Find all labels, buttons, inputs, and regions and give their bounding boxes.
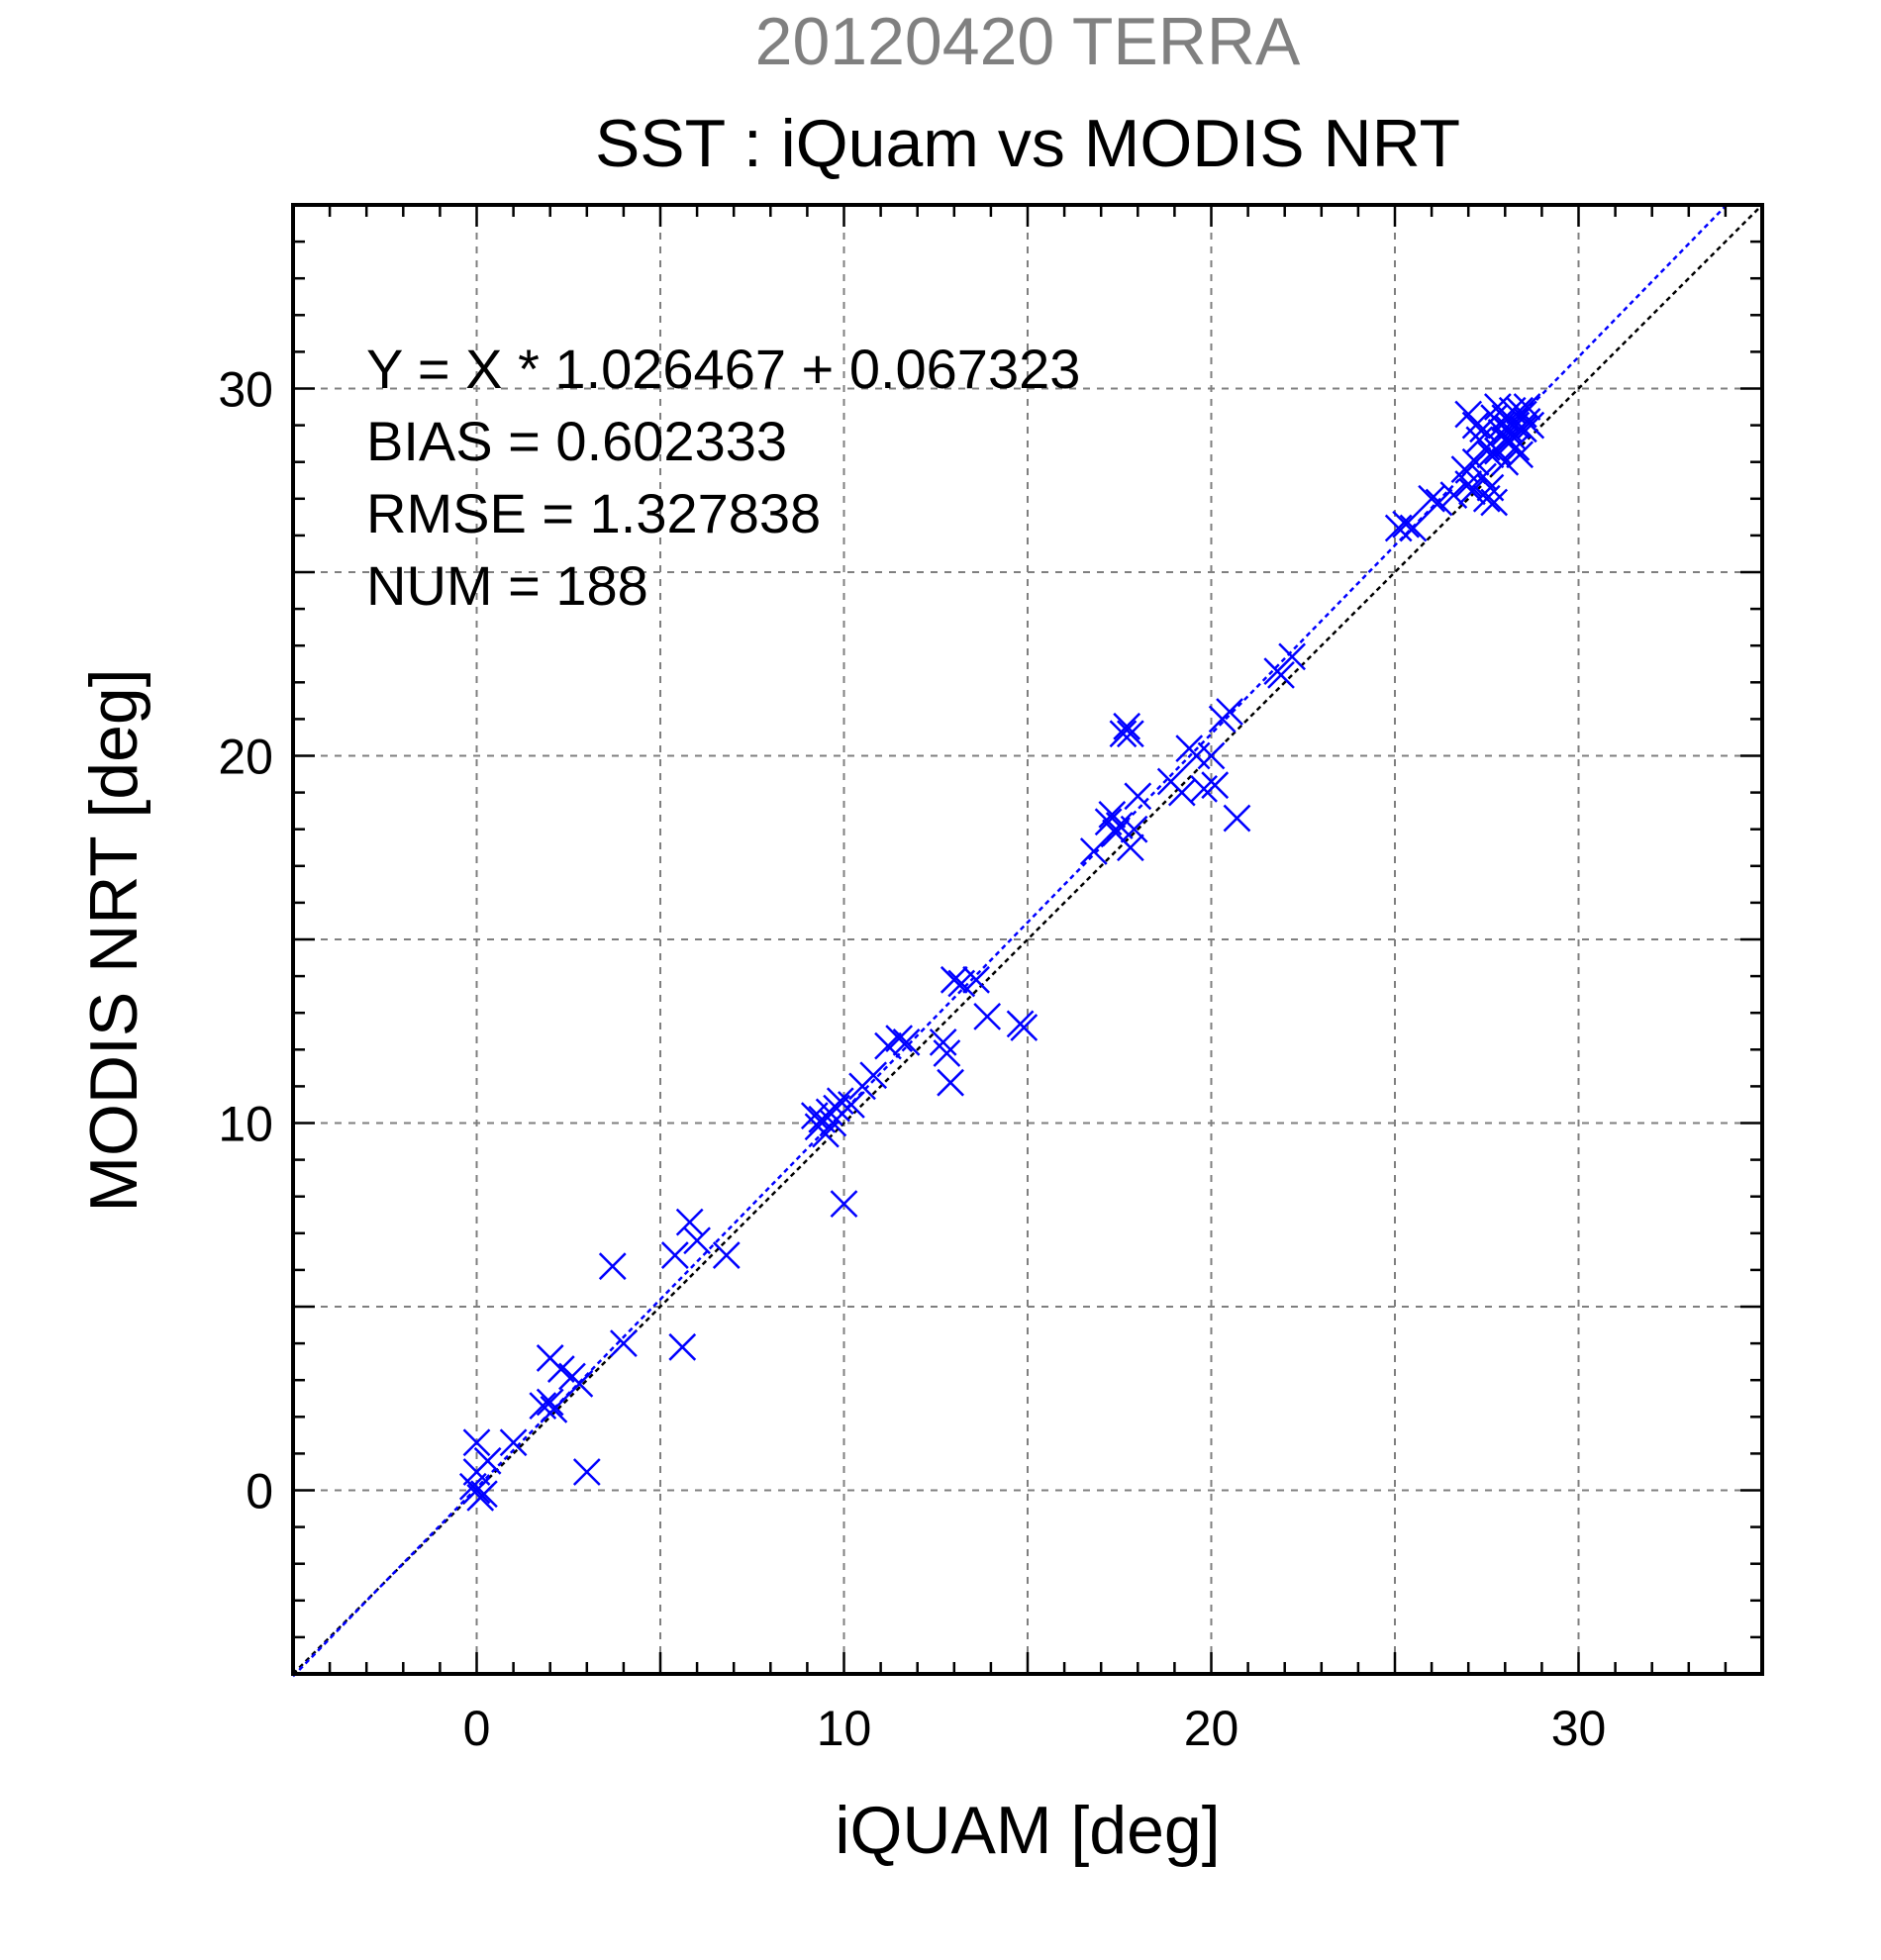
data-point <box>929 1028 957 1056</box>
data-point <box>675 1208 704 1236</box>
data-point <box>1392 510 1421 539</box>
y-tick-label: 10 <box>218 1097 273 1152</box>
data-point <box>1513 393 1541 421</box>
x-tick-label: 30 <box>1551 1701 1607 1756</box>
data-point <box>1495 415 1523 443</box>
data-point <box>1458 477 1486 506</box>
y-axis-label: MODIS NRT [deg] <box>76 668 151 1212</box>
data-point <box>892 1028 921 1056</box>
data-point <box>598 1252 627 1281</box>
data-point <box>973 1003 1002 1030</box>
data-point <box>962 965 990 994</box>
x-tick-label: 20 <box>1184 1701 1239 1756</box>
data-point <box>1201 771 1230 800</box>
data-points <box>458 393 1545 1512</box>
stats-rmse: RMSE = 1.327838 <box>366 482 821 544</box>
data-point <box>529 1392 557 1421</box>
data-point <box>668 1332 697 1361</box>
grid-lines <box>293 205 1762 1674</box>
data-point <box>1182 741 1211 770</box>
data-point <box>660 1241 689 1269</box>
data-point <box>1197 741 1226 770</box>
y-tick-label: 30 <box>218 362 273 418</box>
y-tick-label: 0 <box>246 1464 273 1519</box>
data-point <box>1278 642 1307 671</box>
data-point <box>470 1480 498 1509</box>
y-tick-label: 20 <box>218 730 273 785</box>
data-point <box>462 1458 491 1486</box>
data-point <box>610 1329 638 1357</box>
data-point <box>1223 804 1251 833</box>
data-point <box>1480 488 1509 517</box>
x-tick-label: 10 <box>817 1701 872 1756</box>
data-point <box>826 1087 854 1116</box>
data-point <box>683 1226 711 1255</box>
data-point <box>940 965 968 994</box>
data-point <box>885 1025 914 1053</box>
data-point <box>1425 488 1453 517</box>
plot-frame <box>291 203 1764 1676</box>
data-point <box>1267 660 1295 689</box>
chart-title: SST : iQuam vs MODIS NRT <box>595 106 1460 181</box>
data-point <box>1113 712 1141 740</box>
stats-num: NUM = 188 <box>366 554 648 617</box>
chart-supertitle: 20120420 TERRA <box>755 4 1301 79</box>
data-point <box>1010 1014 1039 1041</box>
data-point <box>1116 720 1144 748</box>
data-point <box>1491 447 1520 476</box>
data-point <box>1120 815 1148 843</box>
data-point <box>830 1190 858 1219</box>
data-point <box>1506 396 1534 425</box>
data-point <box>1124 782 1152 811</box>
data-point <box>1116 833 1144 862</box>
data-point <box>712 1241 741 1269</box>
data-point <box>937 1068 964 1097</box>
data-point <box>838 1091 865 1119</box>
data-point <box>540 1395 568 1423</box>
tick-labels: 0 10 20 30 0 10 20 30 <box>218 362 1606 1757</box>
data-point <box>536 1388 564 1417</box>
data-point <box>1469 462 1497 491</box>
data-point <box>572 1458 601 1486</box>
data-point <box>1491 426 1520 454</box>
data-point <box>1480 404 1509 433</box>
x-axis-label: iQUAM [deg] <box>835 1793 1220 1868</box>
data-point <box>1190 775 1218 803</box>
data-point <box>933 1039 961 1067</box>
data-point <box>1472 433 1501 461</box>
data-point <box>1384 514 1413 542</box>
data-point <box>1109 720 1138 748</box>
data-point <box>859 1061 888 1090</box>
data-point <box>499 1428 528 1457</box>
data-point <box>1439 481 1468 509</box>
stats-bias: BIAS = 0.602333 <box>366 410 787 472</box>
stats-equation: Y = X * 1.026467 + 0.067323 <box>366 338 1080 400</box>
data-point <box>1399 514 1428 542</box>
data-point <box>1461 411 1490 440</box>
data-point <box>1079 837 1108 865</box>
x-tick-label: 0 <box>463 1701 491 1756</box>
data-point <box>565 1370 594 1398</box>
data-point <box>462 1428 491 1457</box>
data-point <box>1216 698 1243 726</box>
